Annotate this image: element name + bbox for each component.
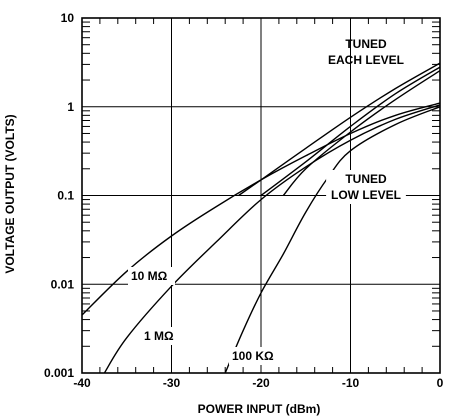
y-axis-title: VOLTAGE OUTPUT (VOLTS)	[3, 114, 17, 273]
tick-labels: -40 -30 -20 -10 0 0.001 0.01 0.1 1 10	[44, 11, 444, 390]
y-tick-label: 0.01	[51, 277, 75, 291]
x-tick-label: -20	[252, 376, 270, 390]
x-axis-title: POWER INPUT (dBm)	[198, 402, 321, 416]
annotation-label: 10 MΩ	[128, 267, 175, 285]
annotation-text: 10 MΩ	[131, 269, 168, 283]
annotation-text: EACH LEVEL	[328, 53, 404, 67]
annotation-background	[141, 327, 180, 345]
annotation-label: 100 KΩ	[229, 347, 285, 365]
y-tick-label: 1	[67, 100, 74, 114]
annotation-background	[229, 347, 285, 365]
annotations: TUNED EACH LEVEL TUNED LOW LEVEL 10 MΩ 1 MΩ 10…	[128, 37, 406, 365]
y-tick-label: 0.1	[57, 189, 74, 203]
series-line-2	[224, 106, 441, 374]
x-tick-label: -10	[342, 376, 360, 390]
annotation-text: TUNED	[345, 172, 387, 186]
annotation-label: 1 MΩ	[141, 327, 180, 345]
x-tick-label: 0	[437, 376, 444, 390]
annotation-text: LOW LEVEL	[331, 188, 401, 202]
annotation-text: 1 MΩ	[144, 329, 174, 343]
y-tick-label: 10	[61, 11, 75, 25]
annotation-text: 100 KΩ	[232, 349, 274, 363]
series-line-4	[260, 66, 441, 197]
x-tick-label: -40	[73, 376, 91, 390]
annotation-background	[326, 170, 406, 204]
plot-border	[81, 17, 441, 374]
annotation-background	[128, 267, 175, 285]
series-line-1	[103, 104, 441, 374]
x-tick-label: -30	[163, 376, 181, 390]
series-line-5	[282, 70, 441, 196]
annotation-label: TUNED LOW LEVEL	[326, 170, 406, 204]
annotation-label: TUNED EACH LEVEL	[328, 37, 404, 67]
annotation-text: TUNED	[345, 37, 387, 51]
series-line-3	[238, 62, 441, 197]
plot-frame	[81, 17, 441, 374]
y-tick-label: 0.001	[44, 366, 74, 380]
curves	[81, 62, 441, 374]
